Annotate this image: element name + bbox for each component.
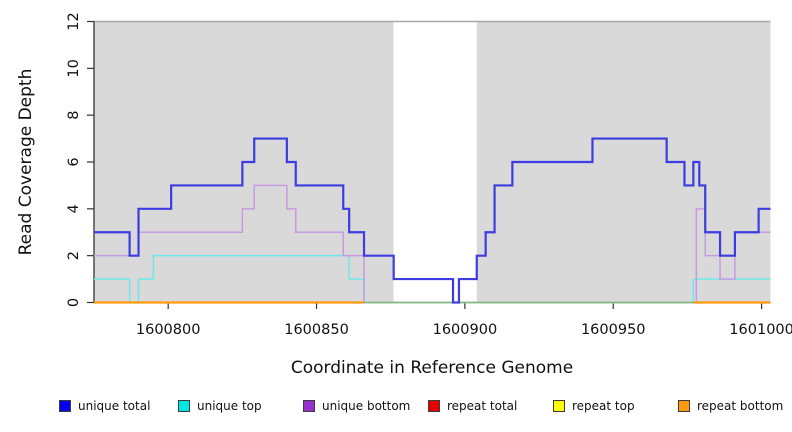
legend-label: unique bottom: [322, 399, 411, 413]
y-tick-label: 6: [66, 157, 82, 166]
series-line-unique-bottom: [94, 184, 771, 304]
x-tick-label: 1601000: [729, 322, 792, 338]
x-tick-label: 1600800: [136, 322, 201, 338]
legend-swatch-icon: [59, 400, 71, 412]
legend-item-repeat-total: repeat total: [428, 396, 517, 416]
legend-swatch-icon: [178, 400, 190, 412]
x-axis-title: Coordinate in Reference Genome: [291, 358, 573, 378]
legend-item-repeat-bottom: repeat bottom: [678, 396, 783, 416]
legend-label: repeat bottom: [697, 399, 784, 413]
legend-item-unique-top: unique top: [178, 396, 262, 416]
legend-label: unique total: [78, 399, 151, 413]
legend-item-repeat-top: repeat top: [553, 396, 635, 416]
x-tick-label: 1600900: [433, 322, 498, 338]
legend-swatch-icon: [553, 400, 565, 412]
y-axis-title: Read Coverage Depth: [16, 69, 36, 256]
y-axis: 0 2 4 6 8 10 12: [66, 12, 95, 307]
y-tick-label: 0: [66, 298, 82, 307]
y-tick-label: 12: [66, 12, 82, 30]
x-tick-label: 1600850: [284, 322, 349, 338]
legend-swatch-icon: [428, 400, 440, 412]
series-line-unique-total: [94, 137, 771, 304]
x-tick-label: 1600950: [581, 322, 646, 338]
legend-label: repeat top: [572, 399, 635, 413]
y-tick-label: 2: [66, 251, 82, 260]
y-tick-label: 8: [66, 111, 82, 120]
legend: unique total unique top unique bottom repea…: [0, 396, 792, 418]
y-tick-label: 10: [66, 59, 82, 77]
legend-item-unique-bottom: unique bottom: [303, 396, 410, 416]
x-axis: 1600800 1600850 1600900 1600950 1601000: [94, 302, 792, 338]
uncovered-gap: [393, 21, 477, 303]
legend-item-unique-total: unique total: [59, 396, 150, 416]
y-tick-label: 4: [66, 204, 82, 213]
series-lines: [94, 137, 771, 304]
legend-label: repeat total: [447, 399, 518, 413]
legend-swatch-icon: [303, 400, 315, 412]
legend-label: unique top: [197, 399, 262, 413]
legend-swatch-icon: [678, 400, 690, 412]
